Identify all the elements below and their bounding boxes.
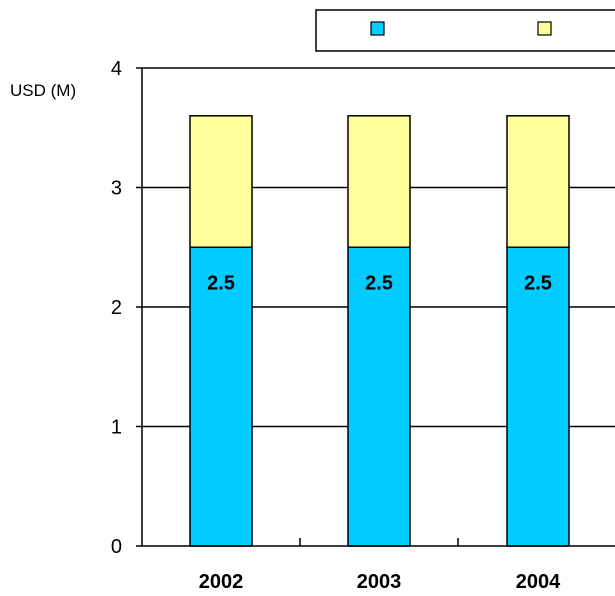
bar-segment [189,246,253,547]
bar-segment [347,115,411,248]
y-axis-unit-label: USD (M) [10,81,76,100]
data-label: 2.5 [524,272,552,294]
data-label: 2.5 [207,272,235,294]
legend [315,9,615,52]
legend-swatch [370,21,385,36]
y-tick-label: 3 [111,178,122,200]
bar-segment [189,115,253,248]
x-category-label: 2002 [199,571,244,593]
y-tick-label: 4 [111,58,122,80]
y-tick-label: 2 [111,297,122,319]
legend-box [315,9,615,52]
x-category-label: 2004 [516,571,561,593]
bar-segment [506,115,570,248]
legend-swatch [537,21,552,36]
axes [136,67,615,547]
data-label: 2.5 [365,272,393,294]
bar-segment [506,246,570,547]
x-category-label: 2003 [357,571,402,593]
y-tick-label: 1 [111,417,122,439]
labels: 0 1 2 3 4 2.5 2002 2.5 2003 2.5 2004 [111,58,561,593]
bars [189,115,570,547]
y-tick-label: 0 [111,536,122,558]
